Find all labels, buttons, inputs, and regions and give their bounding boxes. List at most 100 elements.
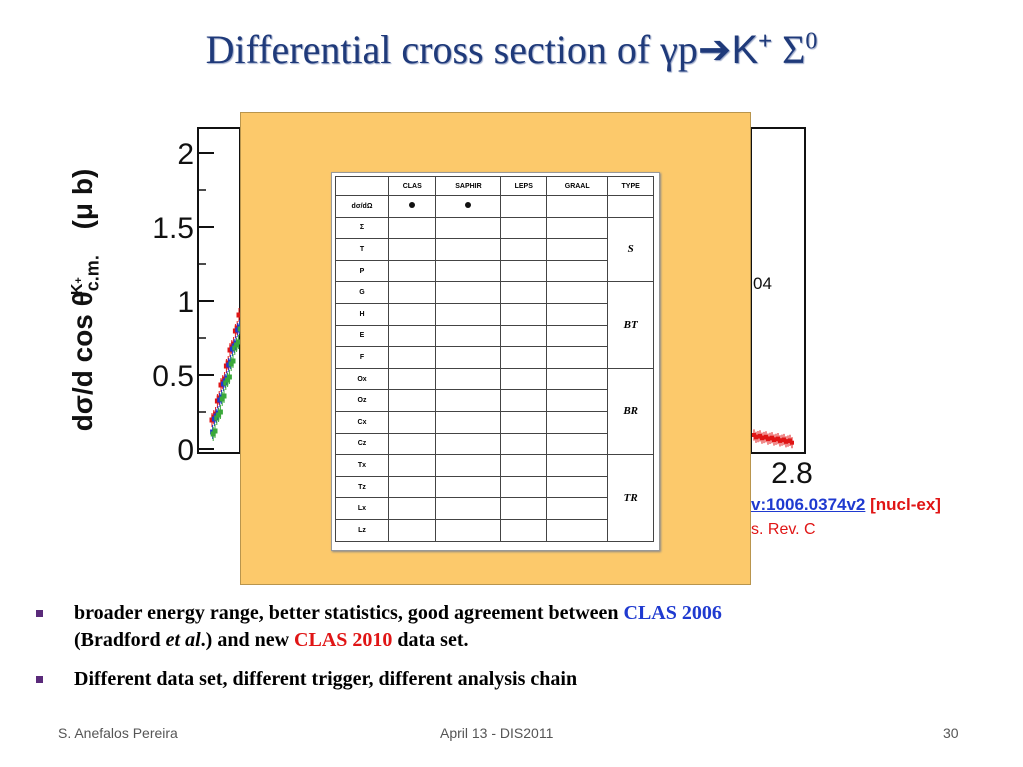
journal-reference: s. Rev. C	[751, 521, 816, 538]
cell-leps	[500, 389, 548, 412]
y-tick-label-2: 2	[177, 138, 194, 171]
title-sigma: Σ	[772, 27, 806, 72]
cell-graal	[546, 281, 609, 304]
observable-name: H	[335, 302, 389, 326]
title-kaon-charge: +	[758, 27, 773, 55]
y-tick-label-0: 0	[177, 434, 194, 467]
cell-graal	[546, 367, 609, 391]
cell-leps	[500, 195, 548, 218]
cell-leps	[500, 324, 548, 348]
table-row: Oz	[335, 389, 654, 412]
observable-name: Ox	[335, 367, 389, 391]
slide-title: Differential cross section of γp➔K+ Σ0	[0, 26, 1023, 73]
bullet1-text-c: .) and new	[200, 629, 295, 651]
cell-clas	[387, 454, 437, 477]
bullet-list: broader energy range, better statistics,…	[36, 600, 996, 693]
header-blank	[335, 176, 389, 196]
y-tick-label-1: 1	[177, 286, 194, 319]
cell-leps	[500, 410, 548, 434]
type-cell: BR	[607, 367, 654, 456]
table-row: Tz	[335, 475, 654, 499]
y-tick-label-1.5: 1.5	[152, 212, 194, 245]
cell-leps	[500, 475, 548, 499]
cell-leps	[500, 302, 548, 326]
cell-clas	[387, 324, 437, 348]
cell-leps	[500, 497, 548, 520]
cell-saphir	[435, 195, 502, 218]
table-row: Ox BR	[335, 367, 654, 456]
cell-saphir	[435, 389, 502, 412]
cell-saphir	[435, 259, 502, 283]
cell-leps	[500, 367, 548, 391]
table-row: T	[335, 238, 654, 261]
data-points-left	[209, 308, 243, 441]
cell-leps	[500, 281, 548, 304]
bullet1-clas2006: CLAS 2006	[623, 602, 722, 624]
cell-saphir	[435, 281, 502, 304]
observable-name: P	[335, 259, 389, 283]
plot-frame-right	[750, 127, 806, 454]
observable-name: Cx	[335, 410, 389, 434]
cell-leps	[500, 216, 548, 240]
cell-graal	[546, 454, 609, 477]
header-type: TYPE	[607, 176, 654, 196]
cell-graal	[546, 195, 609, 218]
cell-graal	[546, 410, 609, 434]
table-row: P	[335, 259, 654, 283]
cell-leps	[500, 259, 548, 283]
cell-graal	[546, 497, 609, 520]
bullet1-clas2010: CLAS 2010	[294, 629, 393, 651]
data-points-right	[752, 429, 794, 449]
cell-clas	[387, 216, 437, 240]
header-graal: GRAAL	[546, 176, 609, 196]
table-row: Lz	[335, 518, 654, 542]
table-row: Cx	[335, 410, 654, 434]
bullet1-text-d: data set.	[392, 629, 469, 651]
cell-saphir	[435, 238, 502, 261]
observable-name: Lz	[335, 518, 389, 542]
table-row: F	[335, 346, 654, 369]
table-row: Cz	[335, 432, 654, 456]
cell-saphir	[435, 216, 502, 240]
table-row: dσ/dΩ	[335, 195, 654, 218]
cell-clas	[387, 410, 437, 434]
arxiv-link[interactable]: v:1006.0374v2	[751, 495, 866, 514]
x-tick-label: 2.8	[771, 457, 813, 490]
bullet1-text-a: broader energy range, better statistics,…	[74, 602, 624, 624]
bullet2-text: Different data set, different trigger, d…	[74, 668, 578, 690]
bullet1-etal: et al	[165, 629, 201, 651]
measured-dot-icon	[465, 202, 472, 209]
title-sigma-charge: 0	[805, 28, 818, 55]
observable-name: F	[335, 346, 389, 369]
type-cell: BT	[607, 281, 654, 369]
footer-author: S. Anefalos Pereira	[58, 725, 178, 741]
observable-name: Tz	[335, 475, 389, 499]
cell-saphir	[435, 367, 502, 391]
table-row: H	[335, 302, 654, 326]
observables-table: CLAS SAPHIR LEPS GRAAL TYPE dσ/dΩ Σ S T P G BT…	[335, 176, 654, 542]
ylabel-sup: K+	[68, 277, 86, 296]
cell-clas	[387, 195, 437, 218]
cell-graal	[546, 238, 609, 261]
observable-name: G	[335, 281, 389, 304]
header-saphir: SAPHIR	[435, 176, 502, 196]
bullet-item-1: broader energy range, better statistics,…	[36, 600, 996, 654]
cell-saphir	[435, 324, 502, 348]
cell-clas	[387, 475, 437, 499]
cell-saphir	[435, 497, 502, 520]
cell-clas	[387, 238, 437, 261]
ylabel-unit: (μ b)	[67, 168, 98, 238]
cell-graal	[546, 475, 609, 499]
observable-name: Lx	[335, 497, 389, 520]
type-cell: TR	[607, 454, 654, 542]
title-kaon: K	[731, 28, 759, 72]
table-row: Lx	[335, 497, 654, 520]
cell-graal	[546, 389, 609, 412]
observable-name: Cz	[335, 432, 389, 456]
cell-saphir	[435, 302, 502, 326]
observable-name: Σ	[335, 216, 389, 240]
cell-clas	[387, 389, 437, 412]
measured-dot-icon	[409, 202, 416, 209]
observable-name: dσ/dΩ	[335, 195, 389, 218]
